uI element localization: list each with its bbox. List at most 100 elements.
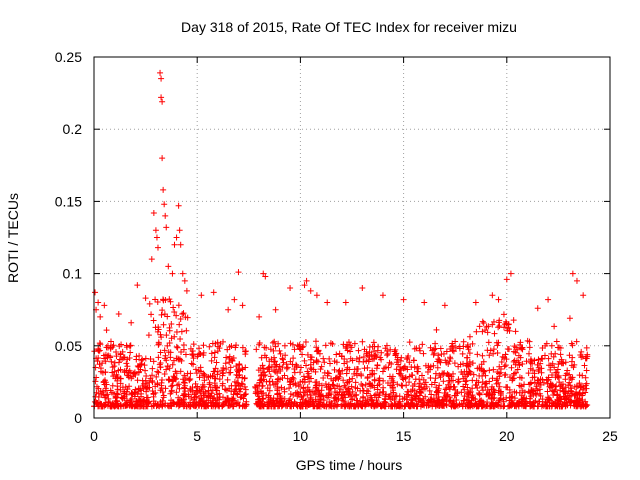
data-point bbox=[286, 385, 293, 392]
data-point bbox=[512, 361, 519, 368]
data-point bbox=[223, 365, 230, 372]
data-point bbox=[322, 342, 329, 349]
data-point bbox=[542, 342, 549, 349]
data-point bbox=[512, 328, 519, 335]
data-point bbox=[226, 385, 233, 392]
data-point bbox=[167, 354, 174, 361]
data-point bbox=[233, 363, 240, 370]
data-point bbox=[577, 352, 584, 359]
data-point bbox=[517, 382, 524, 389]
data-point bbox=[201, 392, 208, 399]
data-point bbox=[104, 344, 111, 351]
data-point bbox=[486, 352, 493, 359]
data-point bbox=[464, 343, 471, 350]
data-point bbox=[573, 383, 580, 390]
data-point bbox=[478, 383, 485, 390]
data-point bbox=[525, 350, 532, 357]
data-point bbox=[208, 350, 215, 357]
data-point bbox=[406, 339, 413, 346]
data-point bbox=[404, 354, 411, 361]
data-point bbox=[456, 401, 463, 408]
x-tick-label: 10 bbox=[293, 428, 309, 444]
data-point bbox=[419, 341, 426, 348]
data-point bbox=[366, 349, 373, 356]
data-point bbox=[473, 401, 480, 408]
data-point bbox=[432, 340, 439, 347]
data-point bbox=[497, 390, 504, 397]
data-point bbox=[103, 327, 110, 334]
data-point bbox=[447, 345, 454, 352]
data-point bbox=[318, 382, 325, 389]
data-point bbox=[223, 354, 230, 361]
data-point bbox=[551, 323, 558, 330]
data-point bbox=[431, 350, 438, 357]
data-point bbox=[313, 358, 320, 365]
data-point bbox=[123, 360, 130, 367]
data-point bbox=[359, 285, 366, 292]
data-point bbox=[317, 392, 324, 399]
data-point bbox=[333, 359, 340, 366]
data-point bbox=[579, 401, 586, 408]
data-point bbox=[307, 396, 314, 403]
data-point bbox=[518, 345, 525, 352]
data-point bbox=[446, 397, 453, 404]
data-point bbox=[371, 377, 378, 384]
data-point bbox=[544, 377, 551, 384]
data-point bbox=[398, 372, 405, 379]
data-point bbox=[389, 377, 396, 384]
data-point bbox=[560, 388, 567, 395]
data-point bbox=[358, 403, 365, 410]
data-point bbox=[527, 403, 534, 410]
data-point bbox=[370, 348, 377, 355]
data-point bbox=[113, 349, 120, 356]
data-point bbox=[563, 396, 570, 403]
data-point bbox=[544, 388, 551, 395]
data-point bbox=[178, 349, 185, 356]
data-point bbox=[472, 299, 479, 306]
data-point bbox=[189, 351, 196, 358]
data-point bbox=[297, 369, 304, 376]
data-point bbox=[199, 384, 206, 391]
x-tick-label: 0 bbox=[90, 428, 98, 444]
data-point bbox=[566, 371, 573, 378]
data-point bbox=[495, 296, 502, 303]
data-point bbox=[453, 390, 460, 397]
data-point bbox=[109, 389, 116, 396]
data-point bbox=[154, 244, 161, 251]
data-point bbox=[474, 384, 481, 391]
data-point bbox=[127, 397, 134, 404]
data-point bbox=[444, 393, 451, 400]
data-point bbox=[539, 396, 546, 403]
data-point bbox=[284, 364, 291, 371]
data-point bbox=[464, 384, 471, 391]
data-point bbox=[324, 369, 331, 376]
data-point bbox=[325, 370, 332, 377]
data-point bbox=[134, 363, 141, 370]
data-point bbox=[380, 384, 387, 391]
data-point bbox=[256, 313, 263, 320]
data-point bbox=[219, 403, 226, 410]
data-point bbox=[417, 347, 424, 354]
data-point bbox=[239, 302, 246, 309]
data-point bbox=[576, 389, 583, 396]
data-point bbox=[99, 388, 106, 395]
data-point bbox=[169, 361, 176, 368]
data-point bbox=[385, 393, 392, 400]
data-point bbox=[307, 365, 314, 372]
data-point bbox=[180, 379, 187, 386]
data-point bbox=[528, 389, 535, 396]
data-point bbox=[436, 356, 443, 363]
data-point bbox=[214, 384, 221, 391]
data-point bbox=[342, 299, 349, 306]
data-point bbox=[290, 355, 297, 362]
data-point bbox=[162, 385, 169, 392]
data-point bbox=[288, 403, 295, 410]
data-point bbox=[113, 371, 120, 378]
data-point bbox=[205, 374, 212, 381]
data-point bbox=[272, 380, 279, 387]
data-point bbox=[134, 377, 141, 384]
data-point bbox=[193, 370, 200, 377]
data-point bbox=[180, 310, 187, 317]
data-point bbox=[109, 364, 116, 371]
data-point bbox=[450, 383, 457, 390]
